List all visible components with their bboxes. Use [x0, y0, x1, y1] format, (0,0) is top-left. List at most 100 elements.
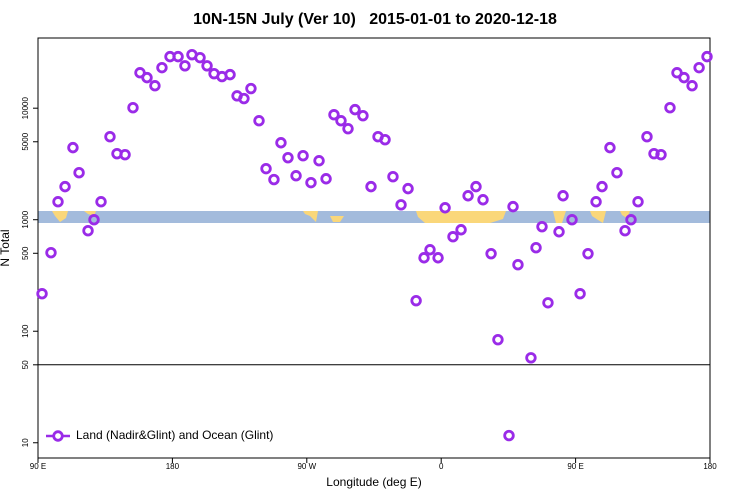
y-tick-label: 50: [21, 360, 30, 369]
point: [335, 115, 347, 127]
point: [619, 225, 631, 237]
point: [492, 333, 504, 346]
y-tick-label: 5000: [21, 132, 30, 150]
point: [553, 226, 565, 238]
point: [582, 247, 594, 260]
legend-marker: [52, 430, 64, 442]
x-tick-label: 90 E: [30, 462, 46, 471]
point: [470, 180, 482, 193]
point: [313, 155, 325, 167]
point: [678, 71, 690, 84]
point: [224, 68, 236, 81]
chart-title: 10N-15N July (Ver 10) 2015-01-01 to 2020…: [193, 11, 557, 28]
point: [282, 151, 294, 164]
point: [693, 61, 705, 74]
point: [447, 231, 459, 243]
point: [418, 252, 430, 264]
point: [357, 109, 369, 122]
point: [290, 170, 302, 182]
point: [119, 148, 131, 161]
point: [503, 429, 515, 442]
point: [432, 252, 444, 264]
ocean-band: [38, 211, 710, 223]
point: [395, 199, 407, 211]
point: [59, 180, 71, 193]
point: [95, 196, 107, 208]
point: [260, 162, 272, 175]
point: [536, 220, 548, 233]
point: [194, 51, 206, 64]
point: [149, 80, 161, 92]
point: [253, 115, 265, 127]
x-tick-label: 90 E: [567, 462, 583, 471]
point: [410, 294, 422, 307]
point: [455, 224, 467, 236]
point: [477, 194, 489, 206]
point: [52, 196, 64, 208]
point: [349, 103, 361, 116]
x-axis-label: Longitude (deg E): [326, 475, 421, 489]
land: [52, 211, 630, 223]
map-strip: [38, 211, 710, 223]
y-tick-label: 1000: [21, 210, 30, 228]
point: [172, 50, 184, 63]
point: [328, 109, 340, 121]
point: [305, 176, 317, 189]
point: [238, 92, 250, 105]
point: [701, 50, 713, 63]
point: [574, 288, 586, 300]
point: [88, 214, 100, 226]
point: [156, 61, 168, 74]
point: [45, 247, 57, 259]
point: [36, 288, 48, 300]
point: [648, 147, 660, 160]
point: [82, 225, 94, 237]
x-tick-label: 0: [439, 462, 444, 471]
point: [379, 133, 391, 146]
y-tick-label: 100: [21, 324, 30, 338]
point: [566, 214, 578, 226]
y-axis-label: N Total: [0, 229, 12, 266]
point: [402, 182, 414, 195]
point: [641, 131, 653, 143]
point: [611, 166, 623, 179]
point: [275, 137, 287, 149]
legend-item: Land (Nadir&Glint) and Ocean (Glint): [46, 428, 273, 442]
point: [320, 173, 332, 185]
point: [525, 352, 537, 364]
point: [542, 297, 554, 309]
point: [655, 148, 667, 161]
point: [67, 141, 79, 154]
point: [632, 196, 644, 208]
point: [439, 202, 451, 214]
point: [268, 173, 280, 186]
point: [245, 82, 257, 95]
point: [342, 122, 354, 135]
point: [507, 200, 519, 213]
point: [73, 166, 85, 179]
point: [297, 149, 309, 162]
point: [530, 242, 542, 254]
point: [485, 247, 497, 260]
point: [664, 102, 676, 114]
point: [141, 71, 153, 84]
point: [604, 141, 616, 154]
x-tick-label: 90 W: [297, 462, 316, 471]
point: [201, 60, 213, 72]
point: [179, 60, 191, 72]
point: [387, 171, 399, 183]
point: [557, 190, 569, 202]
point: [104, 131, 116, 143]
x-tick-label: 180: [703, 462, 717, 471]
point: [127, 102, 139, 114]
point: [424, 244, 436, 256]
point: [625, 214, 637, 226]
point: [365, 180, 377, 193]
point: [462, 190, 474, 202]
x-tick-label: 180: [166, 462, 180, 471]
y-tick-label: 10000: [21, 97, 30, 120]
point: [512, 259, 524, 271]
y-tick-label: 10: [21, 438, 30, 447]
